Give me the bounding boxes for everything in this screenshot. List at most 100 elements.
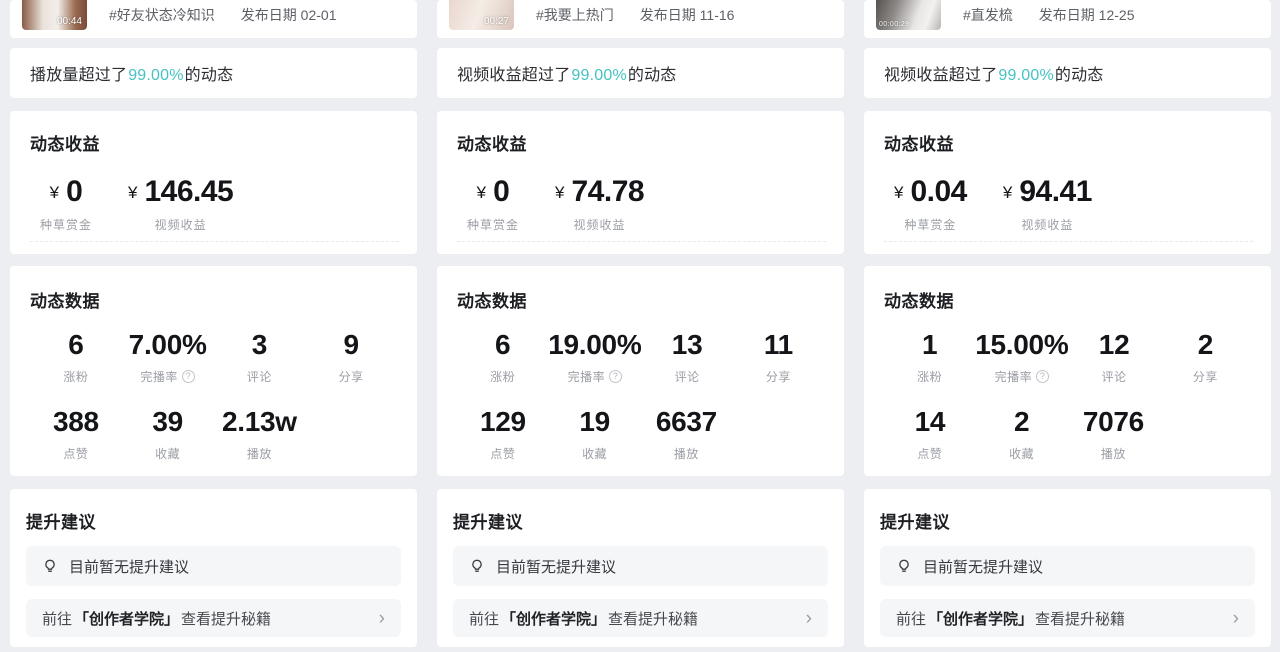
help-icon[interactable]: ?: [1036, 370, 1050, 383]
creator-academy-link[interactable]: 前往 「创作者学院」 查看提升秘籍 ›: [26, 599, 401, 637]
stat-completion-rate: 7.00% 完播率?: [128, 329, 207, 384]
no-suggestions-box: 目前暂无提升建议: [880, 546, 1255, 586]
stat-row-1: 6 涨粉 19.00% 完播率? 13 评论 11 分享: [457, 329, 824, 385]
stat-favorites: 39 收藏: [152, 406, 183, 461]
currency-symbol: ¥: [555, 183, 565, 202]
suggestions-card: 提升建议 目前暂无提升建议 前往 「创作者学院」 查看提升秘籍 ›: [10, 489, 417, 647]
lightbulb-icon: [899, 559, 909, 572]
earning-value: ¥0: [476, 175, 510, 208]
no-suggestions-text: 目前暂无提升建议: [923, 558, 1044, 576]
percentile-value: 99.00%: [128, 67, 184, 84]
stat-shares: 11 分享: [763, 329, 793, 384]
percentile-value: 99.00%: [571, 67, 627, 84]
earning-item-video: ¥146.45 视频收益: [128, 175, 234, 233]
video-header-text: #我要上热门 发布日期 11-16: [536, 0, 734, 30]
creator-academy-link-text: 前往 「创作者学院」 查看提升秘籍: [469, 610, 699, 628]
creator-academy-name: 「创作者学院」: [501, 610, 607, 628]
stat-comments: 12 评论: [1098, 329, 1130, 384]
stat-row-2: 388 点赞 39 收藏 2.13w 播放: [30, 406, 397, 462]
chevron-right-icon: ›: [378, 607, 385, 629]
chevron-right-icon: ›: [805, 607, 812, 629]
stat-favorites: 19 收藏: [579, 406, 610, 461]
suggestions-title: 提升建议: [26, 513, 96, 532]
creator-academy-link-text: 前往 「创作者学院」 查看提升秘籍: [896, 610, 1126, 628]
stat-empty-cell: [1159, 406, 1251, 462]
currency-symbol: ¥: [128, 183, 138, 202]
earnings-title: 动态收益: [30, 135, 100, 154]
stat-completion-rate: 19.00% 完播率?: [548, 329, 642, 384]
stat-followers: 6 涨粉: [490, 329, 516, 384]
earnings-title: 动态收益: [884, 135, 954, 154]
stat-shares: 9 分享: [338, 329, 364, 384]
stat-comments: 13 评论: [671, 329, 703, 384]
percentile-prefix: 播放量超过了: [30, 67, 128, 84]
percentile-suffix: 的动态: [184, 67, 234, 84]
suggestions-title: 提升建议: [880, 513, 950, 532]
earning-label: 视频收益: [1021, 218, 1074, 232]
publish-date: 发布日期 11-16: [639, 7, 735, 23]
earning-value: ¥0.04: [894, 175, 967, 208]
currency-symbol: ¥: [1002, 183, 1013, 202]
percentile-card: 播放量超过了99.00%的动态: [10, 48, 417, 98]
currency-symbol: ¥: [476, 183, 487, 202]
video-thumbnail[interactable]: 00:27: [449, 0, 514, 30]
stat-row-1: 6 涨粉 7.00% 完播率? 3 评论 9 分享: [30, 329, 397, 385]
video-header-card[interactable]: 00:44 #好友状态冷知识 发布日期 02-01: [10, 0, 417, 38]
percentile-text: 播放量超过了99.00%的动态: [30, 61, 233, 85]
currency-symbol: ¥: [894, 183, 904, 202]
video-thumbnail[interactable]: 00:00:29: [876, 0, 941, 30]
stat-followers: 1 涨粉: [917, 329, 943, 384]
earning-label: 种草赏金: [40, 218, 93, 232]
help-icon[interactable]: ?: [609, 370, 623, 383]
dashed-divider: [30, 241, 399, 242]
video-header-card[interactable]: 00:00:29 #直发梳 发布日期 12-25: [864, 0, 1271, 38]
earning-item-video: ¥94.41 视频收益: [1002, 175, 1093, 233]
chevron-right-icon: ›: [1232, 607, 1239, 629]
creator-academy-name: 「创作者学院」: [928, 610, 1034, 628]
video-header-card[interactable]: 00:27 #我要上热门 发布日期 11-16: [437, 0, 844, 38]
earning-value: ¥0: [49, 175, 83, 208]
video-analytics-column: 00:00:29 #直发梳 发布日期 12-25 视频收益超过了99.00%的动…: [864, 0, 1271, 647]
stat-plays: 6637 播放: [655, 406, 717, 461]
creator-academy-link-text: 前往 「创作者学院」 查看提升秘籍: [42, 610, 272, 628]
data-title: 动态数据: [30, 292, 100, 311]
stat-empty-cell: [305, 406, 397, 462]
video-thumbnail[interactable]: 00:44: [22, 0, 87, 30]
percentile-text: 视频收益超过了99.00%的动态: [457, 61, 676, 85]
stat-empty-cell: [732, 406, 824, 462]
percentile-card: 视频收益超过了99.00%的动态: [864, 48, 1271, 98]
video-header-text: #直发梳 发布日期 12-25: [963, 0, 1135, 30]
help-icon[interactable]: ?: [181, 370, 195, 383]
suggestions-card: 提升建议 目前暂无提升建议 前往 「创作者学院」 查看提升秘籍 ›: [864, 489, 1271, 647]
stat-plays: 7076 播放: [1082, 406, 1144, 461]
duration-badge: 00:44: [56, 16, 82, 27]
earning-label: 种草赏金: [904, 218, 957, 232]
data-card: 动态数据 6 涨粉 7.00% 完播率? 3 评论 9 分享: [10, 266, 417, 476]
creator-academy-link[interactable]: 前往 「创作者学院」 查看提升秘籍 ›: [880, 599, 1255, 637]
no-suggestions-text: 目前暂无提升建议: [69, 558, 190, 576]
data-card: 动态数据 6 涨粉 19.00% 完播率? 13 评论 11 分享: [437, 266, 844, 476]
stat-favorites: 2 收藏: [1009, 406, 1035, 461]
no-suggestions-text: 目前暂无提升建议: [496, 558, 617, 576]
duration-badge: 00:00:29: [879, 21, 910, 28]
earning-value: ¥146.45: [128, 175, 234, 208]
percentile-text: 视频收益超过了99.00%的动态: [884, 61, 1103, 85]
creator-academy-name: 「创作者学院」: [74, 610, 180, 628]
earning-item-bounty: ¥0 种草赏金: [467, 175, 519, 233]
video-header-text: #好友状态冷知识 发布日期 02-01: [109, 0, 337, 30]
stat-likes: 14 点赞: [914, 406, 946, 461]
earnings-row: ¥0.04 种草赏金 ¥94.41 视频收益: [884, 175, 1251, 233]
creator-academy-link[interactable]: 前往 「创作者学院」 查看提升秘籍 ›: [453, 599, 828, 637]
data-title: 动态数据: [457, 292, 527, 311]
lightbulb-icon: [45, 559, 55, 572]
no-suggestions-box: 目前暂无提升建议: [453, 546, 828, 586]
suggestions-title: 提升建议: [453, 513, 523, 532]
stat-completion-rate: 15.00% 完播率?: [975, 329, 1069, 384]
stat-plays: 2.13w 播放: [221, 406, 297, 461]
percentile-suffix: 的动态: [627, 67, 677, 84]
percentile-value: 99.00%: [998, 67, 1054, 84]
earning-label: 视频收益: [154, 218, 207, 232]
earning-value: ¥94.41: [1002, 175, 1093, 208]
earnings-card: 动态收益 ¥0 种草赏金 ¥146.45 视频收益: [10, 111, 417, 254]
